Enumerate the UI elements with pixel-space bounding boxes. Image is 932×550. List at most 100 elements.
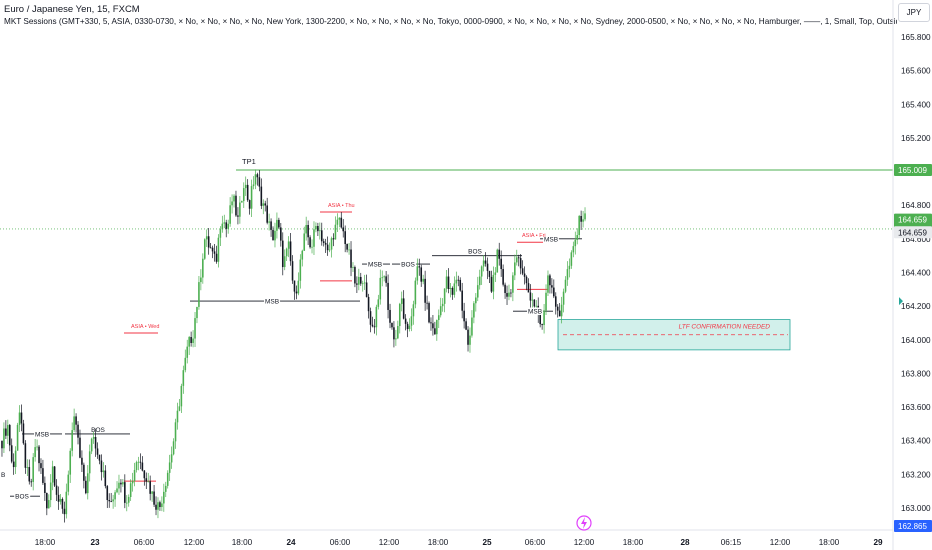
candle-body: [527, 283, 530, 293]
candle-body: [51, 466, 54, 483]
y-tick-label: 165.200: [901, 134, 931, 143]
candle-body: [81, 457, 83, 465]
candle-body: [482, 260, 485, 267]
candle: [451, 286, 454, 300]
candle-body: [281, 240, 284, 268]
candle: [424, 270, 426, 311]
candle-body: [397, 326, 399, 339]
candle: [533, 299, 536, 309]
candle: [537, 297, 540, 323]
candle: [203, 238, 206, 260]
x-tick-label: 25: [482, 538, 492, 547]
candle: [166, 470, 169, 489]
candle: [525, 275, 528, 291]
candle: [268, 213, 270, 231]
candle-body: [229, 205, 231, 224]
candle: [340, 211, 343, 229]
candle: [350, 241, 352, 277]
candle: [506, 285, 508, 306]
candle: [163, 483, 165, 512]
candle-body: [114, 492, 116, 500]
candle: [287, 236, 290, 258]
x-tick-label: 06:00: [134, 538, 155, 547]
candle-body: [161, 503, 163, 508]
candle: [441, 298, 444, 312]
candle-body: [69, 450, 72, 475]
candle-body: [239, 202, 241, 217]
candle-body: [270, 221, 272, 230]
x-tick-label: 06:15: [721, 538, 742, 547]
candle: [69, 448, 72, 483]
candle-body: [153, 491, 155, 505]
candle: [276, 212, 278, 239]
indicator-legend[interactable]: MKT Sessions (GMT+330, 5, ASIA, 0330-073…: [4, 17, 897, 26]
candle-body: [334, 224, 337, 240]
candle-body: [340, 217, 343, 228]
candle-body: [375, 306, 378, 328]
candle-body: [172, 441, 175, 455]
candle: [568, 258, 571, 278]
candle-body: [135, 462, 138, 470]
candle: [543, 303, 545, 334]
candle-body: [7, 425, 9, 436]
candle: [215, 245, 218, 264]
candle: [122, 479, 124, 487]
candle: [186, 339, 189, 364]
candle: [418, 258, 421, 276]
candle-body: [508, 292, 510, 297]
candle: [521, 260, 524, 276]
y-tick-label: 163.000: [901, 504, 931, 513]
candle-body: [447, 276, 450, 289]
candle-body: [426, 302, 428, 304]
candle: [88, 444, 91, 482]
candle: [365, 274, 368, 298]
candle-body: [457, 279, 460, 281]
currency-button[interactable]: JPY: [898, 3, 930, 22]
candle-body: [441, 303, 444, 307]
candle: [504, 282, 506, 299]
candle-body: [209, 247, 212, 249]
candle-body: [328, 249, 331, 251]
candle-body: [75, 416, 77, 425]
scroll-marker-icon: [899, 297, 903, 306]
candle-body: [525, 276, 528, 284]
candle: [190, 331, 192, 347]
msb-label-1: MSB: [35, 431, 49, 438]
candle-body: [517, 257, 520, 259]
last-price-label: 164.659: [898, 216, 927, 225]
candle-body: [519, 258, 522, 269]
tp-price-label: 165.009: [898, 166, 927, 175]
candle-body: [237, 215, 239, 217]
candle-body: [539, 314, 541, 325]
candle-body: [473, 303, 475, 318]
candle: [38, 445, 40, 472]
candle: [14, 446, 17, 475]
candle-body: [18, 412, 21, 425]
candle: [242, 182, 245, 208]
candle-body: [551, 285, 553, 288]
candle: [83, 462, 85, 489]
candle: [467, 326, 469, 352]
levels-layer: [0, 169, 893, 497]
candle-body: [244, 184, 247, 189]
candle: [272, 226, 274, 241]
candle: [174, 418, 177, 449]
candle-body: [266, 205, 268, 223]
msb-label-4: MSB: [528, 309, 542, 316]
candle-body: [254, 174, 257, 185]
candle-body: [42, 468, 44, 483]
candle-body: [203, 239, 206, 259]
candle-body: [371, 324, 374, 327]
candle-body: [330, 238, 333, 250]
candle-body: [235, 195, 237, 216]
y-tick-label: 165.600: [901, 67, 931, 76]
candle-body: [57, 494, 60, 502]
asia-wed-label: ASIA • Wed: [131, 324, 159, 330]
candle: [153, 485, 155, 508]
candle: [281, 232, 284, 276]
candle: [527, 278, 530, 293]
candle-body: [108, 500, 111, 502]
candle: [367, 293, 370, 319]
candle-body: [295, 291, 298, 294]
